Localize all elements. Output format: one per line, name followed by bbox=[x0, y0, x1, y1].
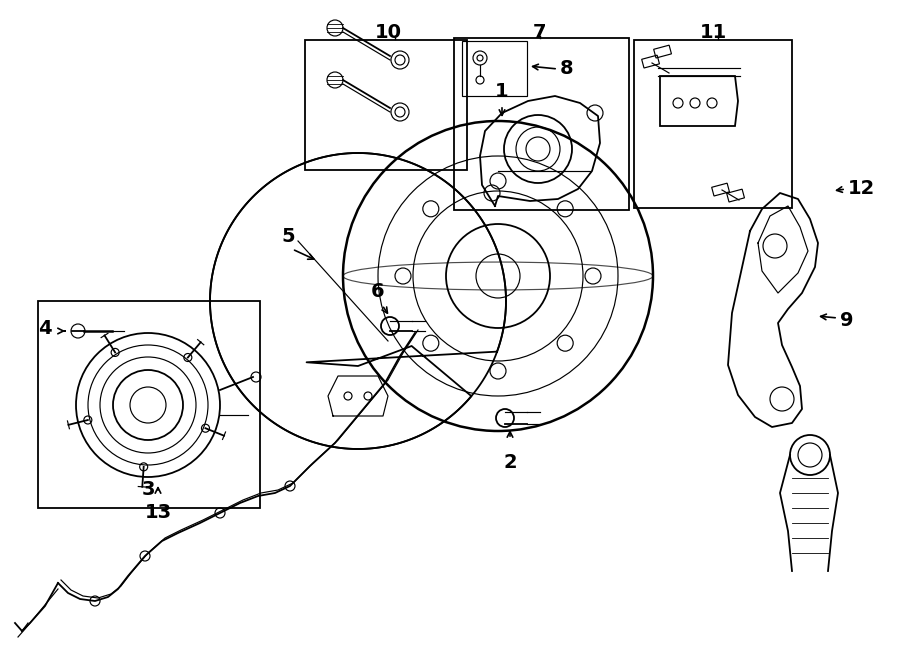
Text: 10: 10 bbox=[374, 23, 401, 42]
Text: 1: 1 bbox=[495, 82, 508, 101]
Bar bbox=[462, 41, 527, 96]
Text: 12: 12 bbox=[848, 180, 875, 198]
Text: 11: 11 bbox=[699, 23, 726, 42]
Text: 5: 5 bbox=[281, 227, 295, 246]
Bar bbox=[653, 45, 671, 58]
Bar bbox=[305, 40, 467, 170]
Bar bbox=[642, 55, 660, 68]
Bar bbox=[454, 38, 629, 210]
Text: 9: 9 bbox=[840, 311, 853, 330]
Text: 6: 6 bbox=[371, 282, 385, 301]
Text: 4: 4 bbox=[39, 319, 52, 338]
Text: 3: 3 bbox=[141, 480, 155, 499]
Bar bbox=[712, 183, 730, 196]
Text: 7: 7 bbox=[533, 23, 547, 42]
Bar bbox=[726, 189, 744, 202]
Text: 2: 2 bbox=[503, 453, 517, 472]
Text: 8: 8 bbox=[560, 59, 573, 79]
Text: 13: 13 bbox=[144, 503, 172, 522]
Bar bbox=[634, 40, 792, 208]
Bar bbox=[38, 301, 260, 508]
